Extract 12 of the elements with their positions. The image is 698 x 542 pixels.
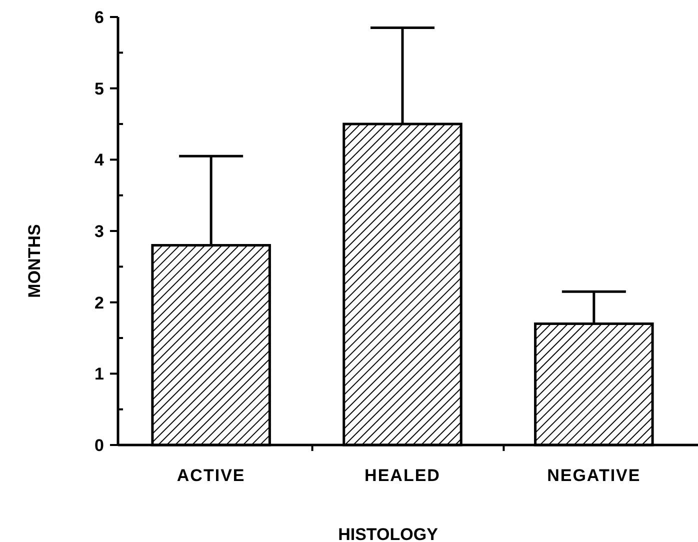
y-tick-label: 6 bbox=[94, 8, 104, 27]
y-tick-label: 4 bbox=[94, 150, 105, 170]
y-tick-label: 3 bbox=[94, 222, 104, 241]
y-tick-label: 2 bbox=[94, 293, 104, 312]
x-tick-label: ACTIVE bbox=[176, 466, 246, 485]
x-tick-label: NEGATIVE bbox=[547, 466, 641, 485]
y-tick-label: 0 bbox=[94, 436, 104, 455]
x-axis-title: HISTOLOGY bbox=[338, 525, 439, 542]
x-tick-label: HEALED bbox=[364, 466, 440, 485]
y-tick-label: 1 bbox=[94, 364, 104, 384]
y-tick-label: 5 bbox=[94, 79, 104, 98]
y-axis-title: MONTHS bbox=[25, 224, 44, 298]
